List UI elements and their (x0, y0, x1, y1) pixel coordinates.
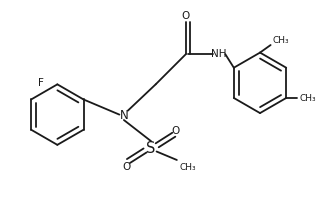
Text: CH₃: CH₃ (179, 163, 196, 172)
Text: O: O (172, 125, 180, 135)
Text: CH₃: CH₃ (300, 94, 316, 103)
Text: S: S (146, 141, 156, 156)
Text: NH: NH (211, 49, 227, 59)
Text: O: O (182, 11, 190, 21)
Text: CH₃: CH₃ (272, 35, 289, 44)
Text: F: F (38, 77, 44, 88)
Text: N: N (120, 109, 128, 122)
Text: O: O (122, 161, 130, 171)
